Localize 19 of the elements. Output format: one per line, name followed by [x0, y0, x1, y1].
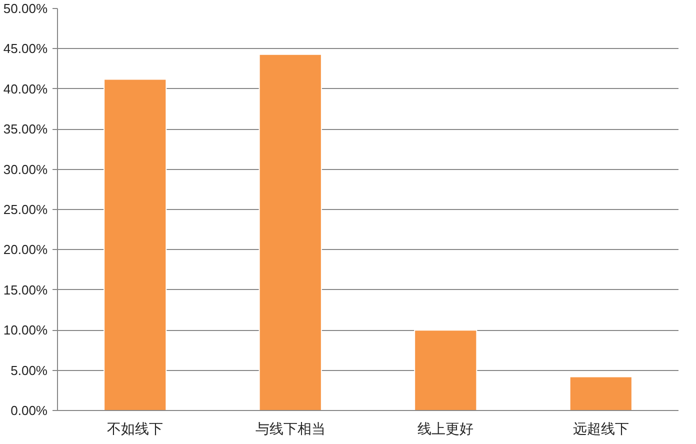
x-tick-label: 与线下相当 — [255, 422, 326, 438]
y-tick-label: 30.00% — [3, 162, 48, 177]
y-tick-label: 40.00% — [3, 81, 48, 96]
y-tick-label: 5.00% — [10, 362, 48, 378]
bar — [414, 330, 478, 410]
bar — [258, 54, 322, 410]
y-tick-label: 50.00% — [3, 1, 48, 16]
bar — [569, 376, 632, 410]
y-tick-label: 0.00% — [10, 403, 48, 418]
y-tick-label: 15.00% — [3, 282, 48, 298]
y-tick-label: 20.00% — [3, 242, 48, 258]
bar — [104, 78, 167, 410]
y-tick-label: 45.00% — [3, 41, 48, 56]
y-tick-label: 25.00% — [3, 202, 48, 217]
x-tick-label: 远超线下 — [572, 422, 629, 438]
x-tick-label: 不如线下 — [107, 422, 164, 438]
x-tick-label: 线上更好 — [418, 422, 474, 438]
y-tick-label: 35.00% — [3, 122, 48, 137]
y-tick-label: 10.00% — [3, 322, 48, 338]
